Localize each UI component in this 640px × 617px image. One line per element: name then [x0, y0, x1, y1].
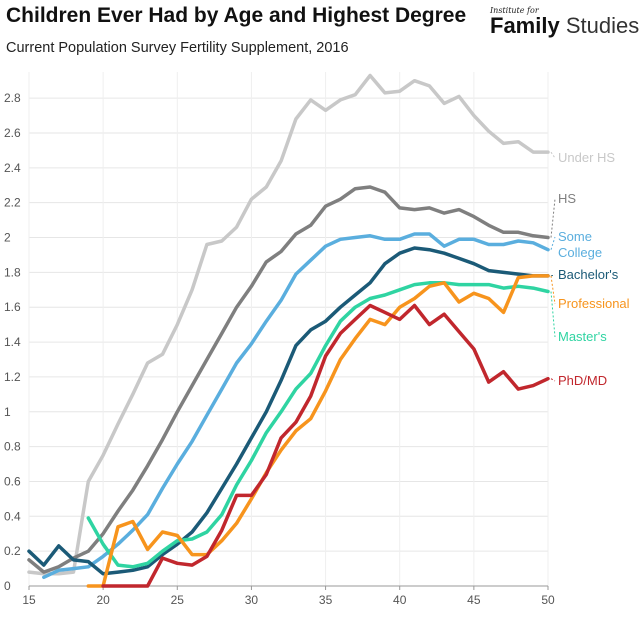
y-tick-label: 2	[4, 231, 11, 245]
leader-line-under-hs	[550, 151, 556, 159]
y-tick-label: 1.8	[4, 265, 21, 279]
y-tick-label: 2.2	[4, 196, 21, 210]
y-tick-label: 1.6	[4, 300, 21, 314]
leader-line-hs	[550, 198, 556, 238]
series-label-bachelor-s: Bachelor's	[558, 267, 619, 282]
series-label-master-s: Master's	[558, 329, 607, 344]
x-tick-label: 15	[22, 593, 36, 607]
chart-subtitle: Current Population Survey Fertility Supp…	[6, 40, 349, 56]
series-label-line: Master's	[558, 329, 607, 344]
grid-lines	[28, 72, 549, 587]
leader-line-phd-md	[550, 378, 556, 382]
series-line-under-hs	[27, 73, 550, 576]
series-label-hs: HS	[558, 191, 576, 206]
x-tick-label: 20	[96, 593, 110, 607]
series-line-phd-md	[101, 303, 550, 588]
y-tick-label: 1.4	[4, 335, 21, 349]
leader-line-master-s	[550, 291, 556, 338]
y-tick-label: 1	[4, 405, 11, 419]
leader-line-some-college	[550, 236, 556, 250]
series-label-phd-md: PhD/MD	[558, 373, 607, 388]
series-label-line: Some	[558, 229, 592, 244]
y-tick-label: 2.8	[4, 91, 21, 105]
series-labels: Under HS HS Some College Bachelor's Master's P…	[550, 150, 630, 388]
logo-wordmark: Family Studies	[490, 13, 639, 38]
x-tick-label: 45	[467, 593, 481, 607]
series-line-professional	[86, 274, 550, 588]
y-tick-label: 0.6	[4, 474, 21, 488]
series-lines	[27, 73, 550, 588]
series-label-line: Professional	[558, 296, 630, 311]
series-line-bachelor-s	[27, 246, 550, 576]
series-label-under-hs: Under HS	[558, 150, 615, 165]
leader-line-bachelor-s	[550, 274, 556, 277]
x-tick-label: 40	[393, 593, 407, 607]
y-tick-label: 0.2	[4, 544, 21, 558]
y-tick-label: 0.4	[4, 509, 21, 523]
y-tick-label: 2.4	[4, 161, 21, 175]
x-tick-label: 50	[541, 593, 555, 607]
series-line-hs	[27, 185, 550, 574]
chart-title: Children Ever Had by Age and Highest Deg…	[6, 4, 467, 27]
series-label-line: PhD/MD	[558, 373, 607, 388]
y-tick-label: 1.2	[4, 370, 21, 384]
logo-small-text: Institute for	[490, 6, 539, 15]
leader-line-professional	[550, 275, 556, 305]
institute-logo: Institute for Family Studies	[490, 6, 639, 38]
series-label-line: Under HS	[558, 150, 615, 165]
x-tick-label: 30	[245, 593, 259, 607]
series-label-professional: Professional	[558, 296, 630, 311]
x-tick-label: 35	[319, 593, 333, 607]
series-label-line: Bachelor's	[558, 267, 619, 282]
logo-bold-text: Family	[490, 13, 560, 38]
series-label-line: HS	[558, 191, 576, 206]
x-tick-label: 25	[171, 593, 185, 607]
y-tick-label: 2.6	[4, 126, 21, 140]
logo-light-text: Studies	[565, 13, 640, 38]
y-tick-label: 0	[4, 579, 11, 593]
series-label-line: College	[558, 245, 602, 260]
y-tick-label: 0.8	[4, 440, 21, 454]
series-line-master-s	[86, 281, 550, 569]
series-line-some-college	[42, 232, 550, 580]
series-label-some-college: Some College	[558, 229, 602, 260]
